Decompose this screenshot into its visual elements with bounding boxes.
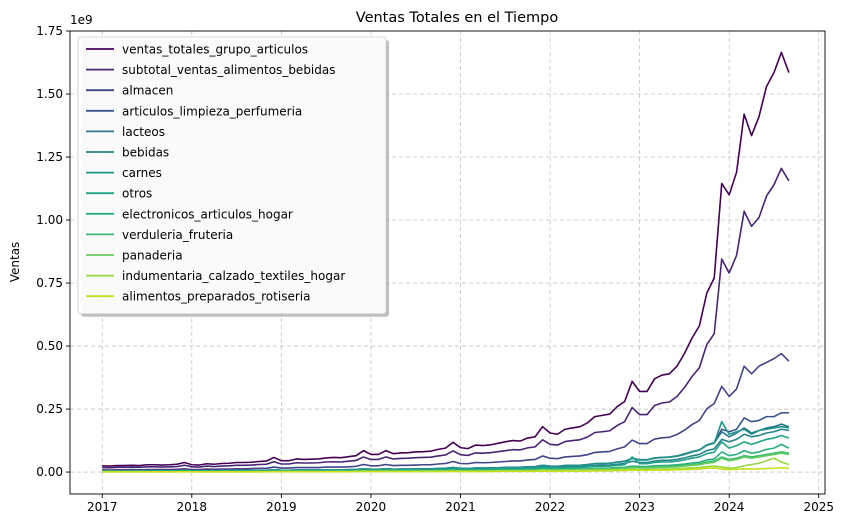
legend-label: panaderia (122, 249, 183, 263)
legend-label: verduleria_fruteria (122, 228, 233, 242)
legend-label: carnes (122, 166, 162, 180)
plot-frame (69, 30, 826, 495)
y-tick-label: 0.25 (36, 402, 63, 416)
series-line-almacen (102, 352, 790, 471)
y-tick-label: 0.50 (36, 339, 63, 353)
legend-label: otros (122, 187, 152, 201)
series-line-alimentos_preparados_rotiseria (102, 466, 789, 473)
legend-label: subtotal_ventas_alimentos_bebidas (122, 63, 336, 77)
x-tick-label: 2022 (535, 500, 566, 514)
chart-title: Ventas Totales en el Tiempo (356, 10, 559, 26)
x-tick-label: 2025 (803, 500, 834, 514)
y-scale-label: 1e9 (70, 13, 93, 27)
legend-label: ventas_totales_grupo_articulos (122, 43, 308, 57)
x-tick-label: 2021 (445, 500, 476, 514)
y-tick-label: 1.25 (36, 150, 63, 164)
x-tick-label: 2020 (356, 500, 387, 514)
legend-label: lacteos (122, 125, 165, 139)
legend-box (77, 36, 387, 315)
series-lines (102, 51, 790, 473)
series-line-subtotal_ventas_alimentos_bebidas (102, 167, 790, 469)
y-tick-label: 0.00 (36, 465, 63, 479)
y-tick-label: 1.00 (36, 213, 63, 227)
legend-label: alimentos_preparados_rotiseria (122, 290, 310, 304)
y-tick-label: 1.50 (36, 87, 63, 101)
x-tick-label: 2019 (266, 500, 297, 514)
y-axis-label: Ventas (8, 242, 22, 283)
tick-labels: 2017 2018 2019 2020 2021 2022 2023 2024 2025 0.00… (36, 24, 834, 514)
x-tick-label: 2024 (714, 500, 745, 514)
y-tick-label: 1.75 (36, 24, 63, 38)
series-line-ventas_totales_grupo_articulos (102, 51, 790, 467)
x-tick-label: 2017 (87, 500, 118, 514)
legend: ventas_totales_grupo_articulos subtotal_v… (77, 36, 389, 317)
x-tick-label: 2023 (624, 500, 655, 514)
axes (69, 30, 826, 495)
x-tick-label: 2018 (177, 500, 208, 514)
legend-label: bebidas (122, 146, 169, 160)
legend-label: almacen (122, 84, 173, 98)
legend-label: indumentaria_calzado_textiles_hogar (122, 269, 345, 283)
y-tick-label: 0.75 (36, 276, 63, 290)
legend-label: electronicos_articulos_hogar (122, 207, 293, 221)
legend-label: articulos_limpieza_perfumeria (122, 104, 302, 118)
